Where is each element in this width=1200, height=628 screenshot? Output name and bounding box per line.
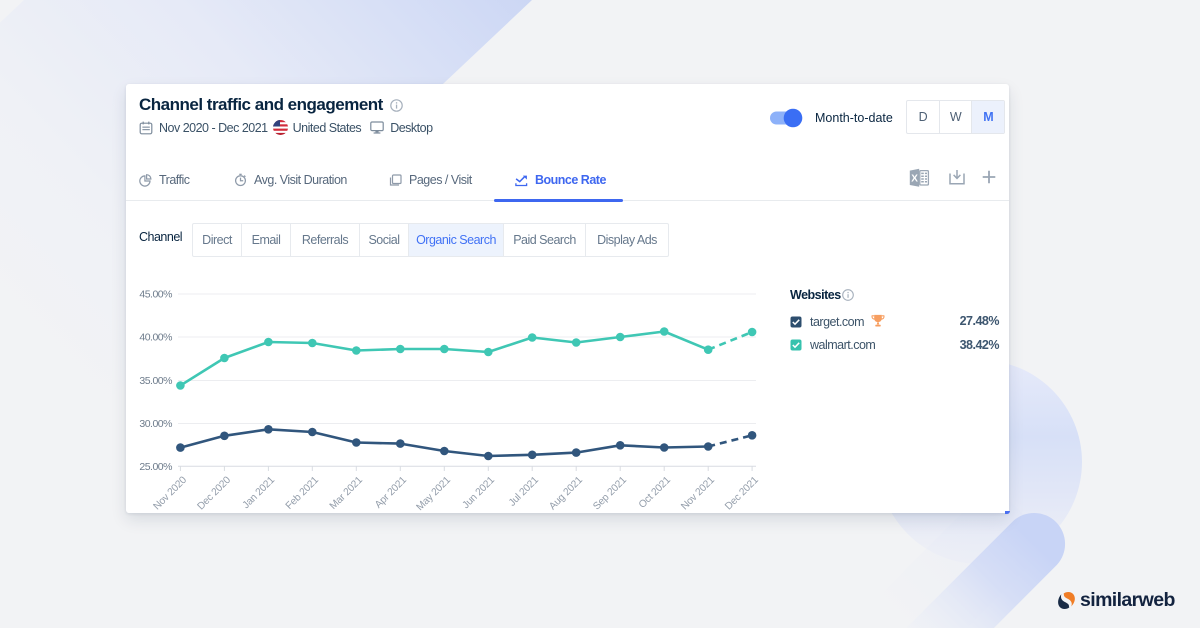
svg-text:Nov 2020: Nov 2020 bbox=[152, 474, 190, 512]
svg-text:Jan 2021: Jan 2021 bbox=[241, 474, 278, 511]
svg-text:Apr 2021: Apr 2021 bbox=[373, 474, 409, 510]
svg-text:Mar 2021: Mar 2021 bbox=[328, 474, 365, 511]
svg-text:30.00%: 30.00% bbox=[139, 418, 172, 430]
svg-text:Nov 2021: Nov 2021 bbox=[679, 474, 717, 512]
svg-text:Sep 2021: Sep 2021 bbox=[591, 474, 629, 512]
svg-text:Dec 2021: Dec 2021 bbox=[723, 474, 761, 512]
svg-text:Jul 2021: Jul 2021 bbox=[507, 474, 541, 508]
svg-text:Dec 2020: Dec 2020 bbox=[196, 474, 234, 512]
svg-text:35.00%: 35.00% bbox=[139, 375, 172, 387]
svg-text:Feb 2021: Feb 2021 bbox=[284, 474, 321, 511]
svg-text:X: X bbox=[911, 173, 918, 184]
svg-text:Aug 2021: Aug 2021 bbox=[547, 474, 585, 512]
svg-text:25.00%: 25.00% bbox=[139, 461, 172, 473]
svg-text:Oct 2021: Oct 2021 bbox=[637, 474, 673, 510]
svg-text:40.00%: 40.00% bbox=[139, 332, 172, 344]
svg-text:May 2021: May 2021 bbox=[415, 474, 454, 513]
svg-text:Jun 2021: Jun 2021 bbox=[461, 474, 498, 511]
svg-text:45.00%: 45.00% bbox=[139, 289, 172, 301]
